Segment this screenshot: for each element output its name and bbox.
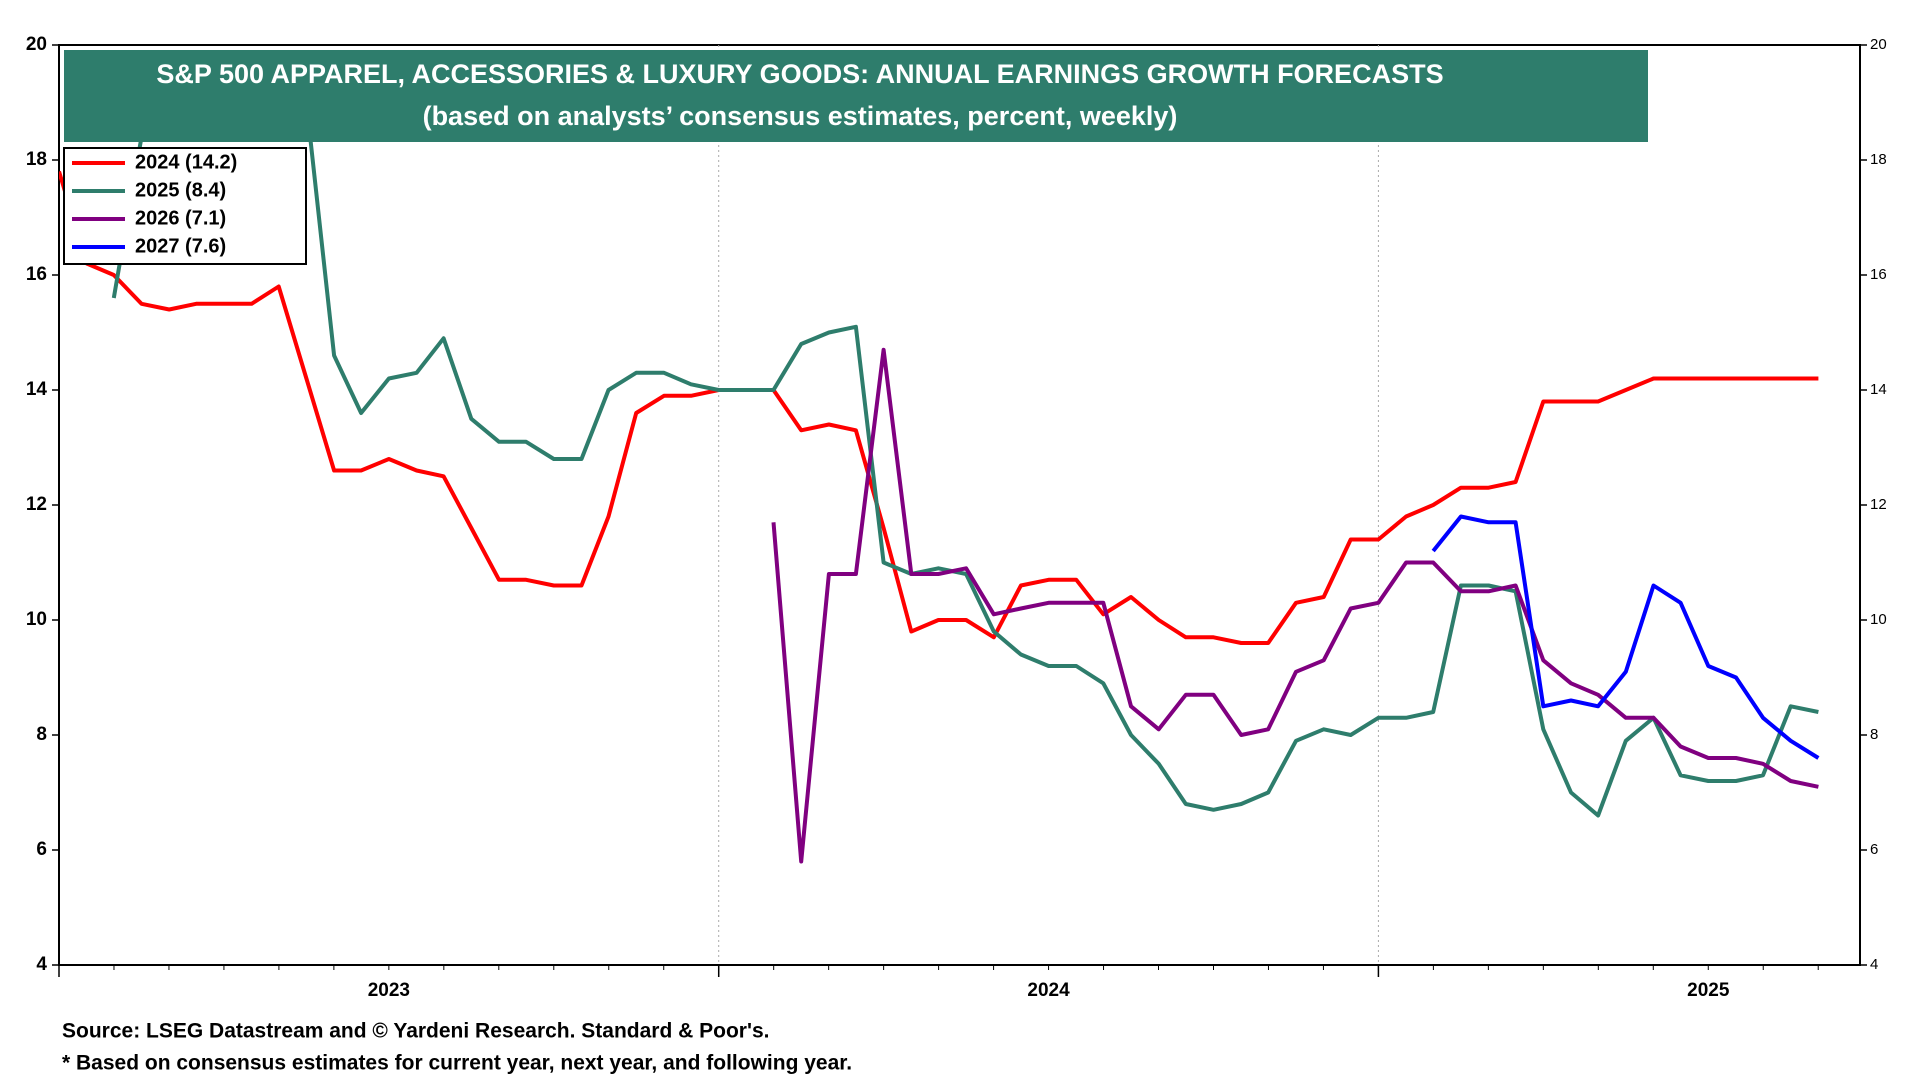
y-tick-label: 10	[26, 609, 47, 630]
y-tick-label: 12	[26, 494, 47, 515]
y-tick-label: 4	[36, 954, 47, 975]
legend-box	[63, 147, 307, 265]
y2-tick-label: 4	[1870, 956, 1878, 973]
footnote: * Based on consensus estimates for curre…	[62, 1052, 852, 1075]
y-tick-label: 14	[26, 379, 48, 400]
chart-subtitle: (based on analysts’ consensus estimates,…	[423, 101, 1178, 131]
series-line	[111, 100, 1819, 818]
x-tick-label: 2025	[1687, 980, 1730, 1001]
plot-frame	[58, 44, 1861, 966]
y2-tick-label: 20	[1870, 36, 1887, 53]
series-lines	[59, 100, 1820, 864]
y-tick-label: 20	[26, 34, 47, 55]
x-tick-label: 2023	[368, 980, 410, 1001]
y2-tick-label: 10	[1870, 611, 1887, 628]
y-tick-label: 8	[36, 724, 47, 745]
y2-tick-label: 16	[1870, 266, 1887, 283]
y2-tick-label: 6	[1870, 841, 1878, 858]
title-box	[64, 50, 1648, 142]
y-tick-label: 18	[26, 149, 47, 170]
y2-tick-label: 14	[1870, 381, 1887, 398]
series-line	[771, 347, 1819, 864]
x-tick-label: 2024	[1027, 980, 1070, 1001]
y-tick-label: 16	[26, 264, 47, 285]
chart-title: S&P 500 APPAREL, ACCESSORIES & LUXURY GO…	[156, 59, 1443, 89]
legend-label: 2027 (7.6)	[135, 235, 226, 257]
legend-label: 2025 (8.4)	[135, 179, 226, 201]
y2-tick-label: 12	[1870, 496, 1887, 513]
legend-label: 2026 (7.1)	[135, 207, 226, 229]
series-line	[1431, 514, 1820, 760]
y2-tick-label: 8	[1870, 726, 1878, 743]
y-tick-label: 6	[36, 839, 47, 860]
series-line	[59, 170, 1819, 645]
legend: 2024 (14.2) 2025 (8.4) 2026 (7.1) 2027 (7.6…	[72, 151, 237, 257]
source-note: Source: LSEG Datastream and © Yardeni Re…	[62, 1020, 769, 1043]
grid: 4 6 8 10 12 14 16 18 20 4 6 8 10 12 14 16 18 20 2023 2024 20…	[26, 34, 1887, 1001]
y2-tick-label: 18	[1870, 151, 1887, 168]
legend-label: 2024 (14.2)	[135, 151, 237, 173]
